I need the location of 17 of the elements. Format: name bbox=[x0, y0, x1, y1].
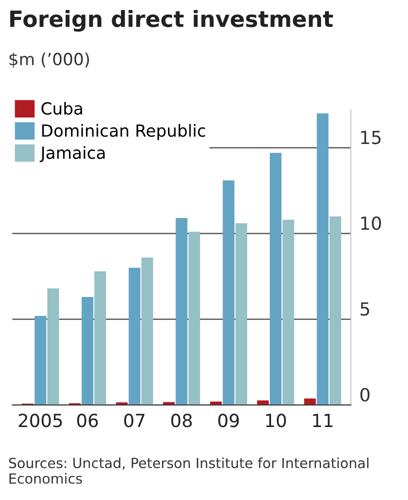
legend-label: Jamaica bbox=[40, 146, 105, 162]
y-tick-label: 10 bbox=[361, 216, 381, 230]
y-tick-label: 5 bbox=[360, 302, 370, 316]
x-tick-label: 2005 bbox=[18, 414, 62, 428]
x-tick-label: 07 bbox=[124, 414, 144, 428]
y-tick-label: 15 bbox=[361, 130, 381, 144]
x-tick-label: 10 bbox=[266, 414, 286, 428]
legend-label: Cuba bbox=[42, 102, 82, 115]
source-note: Sources: Unctad, Peterson Institute for International Economics bbox=[9, 458, 368, 484]
y-tick-label: 0 bbox=[360, 388, 370, 402]
x-tick-label: 11 bbox=[313, 414, 332, 428]
x-tick-label: 09 bbox=[218, 414, 239, 428]
x-tick-label: 06 bbox=[77, 414, 98, 428]
chart-subtitle: $m (’000) bbox=[10, 52, 89, 68]
chart-title: Foreign direct investment bbox=[10, 10, 333, 32]
x-tick-label: 08 bbox=[171, 414, 192, 428]
legend-label: Dominican Republic bbox=[42, 124, 206, 140]
